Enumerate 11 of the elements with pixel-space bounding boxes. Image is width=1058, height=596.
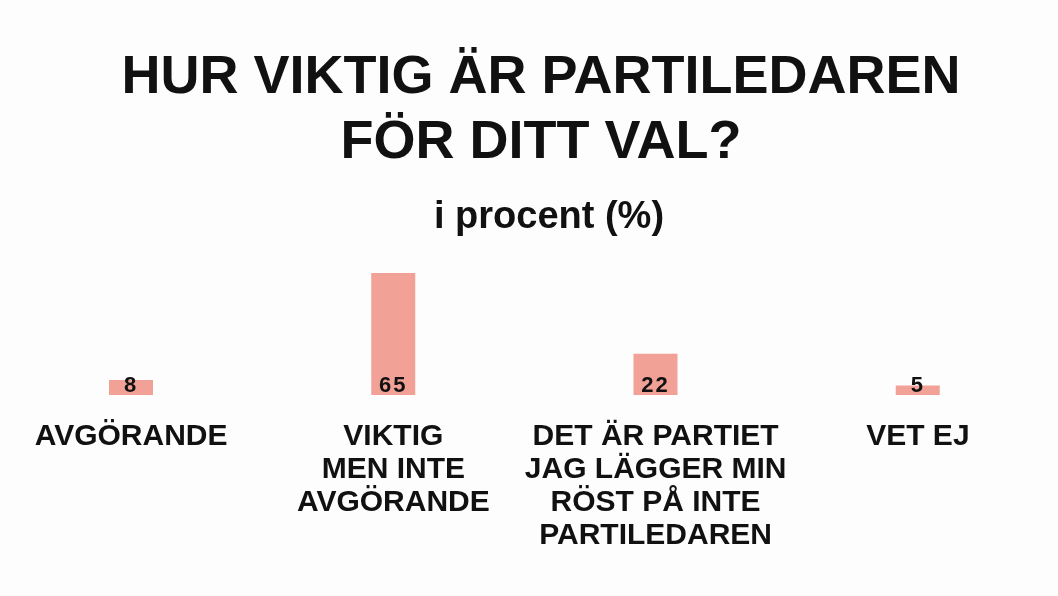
data-label: 22 (641, 372, 670, 397)
x-tick-label: VIKTIG MEN INTE AVGÖRANDE (296, 418, 490, 517)
chart-subtitle: i procent (%) (432, 193, 666, 237)
x-tick-label: VET EJ (866, 418, 970, 451)
chart-title: HUR VIKTIG ÄR PARTILEDAREN FÖR DITT VAL? (120, 43, 962, 171)
data-label: 5 (910, 372, 925, 397)
data-label: 65 (379, 372, 408, 397)
bar (371, 273, 416, 395)
x-tick-label: DET ÄR PARTIET JAG LÄGGER MIN RÖST PÅ INTE PARTILEDAREN (524, 418, 787, 550)
data-label: 8 (123, 372, 139, 397)
x-tick-label: AVGÖRANDE (34, 418, 228, 451)
